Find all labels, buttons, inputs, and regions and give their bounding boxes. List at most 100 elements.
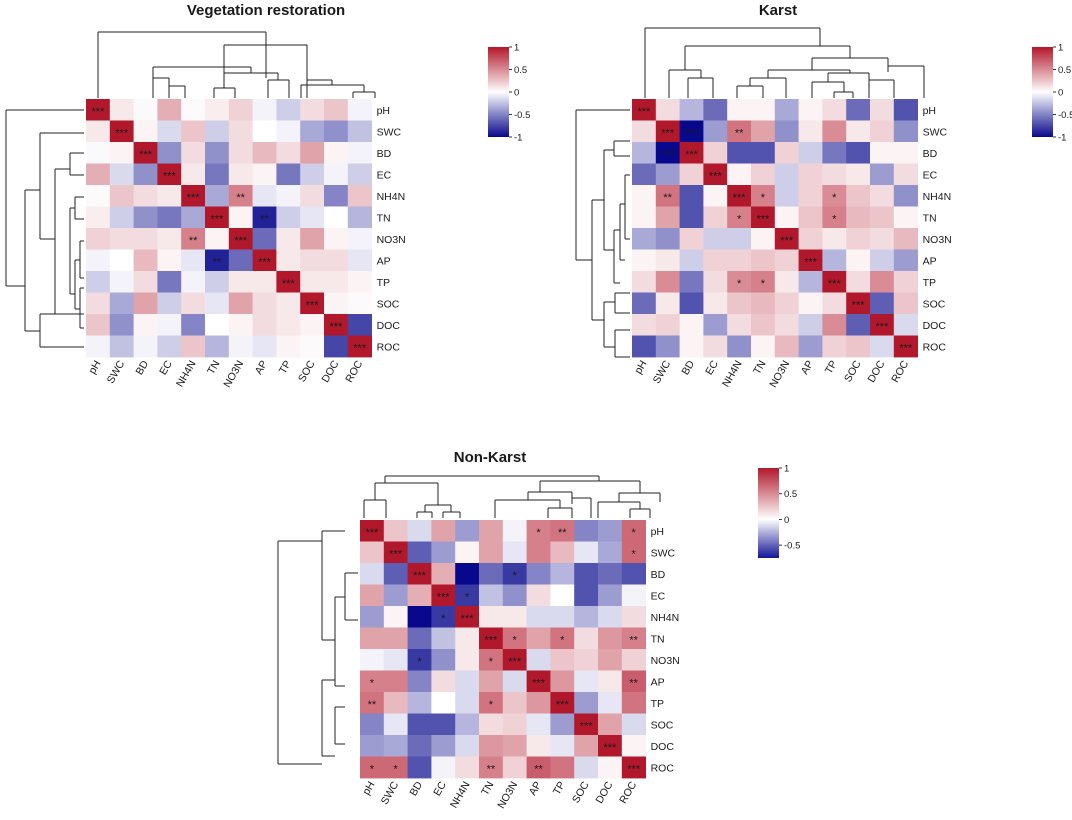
- heatmap-cell: [181, 292, 206, 315]
- heatmap-cell: [632, 142, 657, 164]
- heatmap-cell: [727, 206, 752, 229]
- significance-mark: *: [632, 527, 637, 539]
- heatmap-cell: [109, 99, 134, 121]
- column-label: SOC: [296, 358, 318, 384]
- heatmap-cell: [324, 163, 349, 186]
- heatmap-cell: [276, 335, 301, 358]
- heatmap-cell: [383, 606, 408, 628]
- heatmap-cell: [407, 541, 432, 564]
- heatmap-cell: [86, 292, 111, 315]
- heatmap-cell: [347, 249, 372, 272]
- heatmap-cell: [252, 335, 277, 358]
- heatmap-cell: [655, 142, 680, 164]
- heatmap-cell: [727, 163, 752, 186]
- heatmap-cell: [205, 314, 230, 336]
- heatmap-cell: [407, 520, 432, 542]
- heatmap-cell: [228, 228, 253, 250]
- heatmap-cell: [550, 541, 575, 564]
- heatmap-cell: [407, 627, 432, 650]
- significance-mark: ***: [756, 213, 770, 225]
- row-label: EC: [377, 169, 392, 181]
- heatmap-cell: [455, 670, 480, 693]
- heatmap-cell: [276, 120, 301, 143]
- column-label: TN: [751, 359, 768, 377]
- heatmap-cell: [431, 756, 456, 779]
- significance-mark: *: [489, 656, 494, 668]
- heatmap-cell: [252, 142, 277, 164]
- heatmap-cell: [846, 185, 871, 207]
- heatmap-cell: [703, 142, 728, 164]
- heatmap-cell: [679, 99, 704, 121]
- column-label: EC: [431, 779, 449, 798]
- heatmap-cell: [252, 314, 277, 336]
- significance-mark: ***: [91, 106, 105, 118]
- heatmap-cell: [228, 99, 253, 121]
- heatmap-cell: [574, 713, 599, 736]
- heatmap-cell: [502, 520, 527, 542]
- heatmap-cell: [846, 228, 871, 250]
- heatmap-cell: [455, 584, 480, 607]
- significance-mark: *: [513, 570, 518, 582]
- heatmap-cell: [870, 292, 895, 315]
- heatmap-cell: [360, 606, 385, 628]
- row-label: AP: [377, 255, 391, 267]
- row-label: NH4N: [651, 612, 680, 624]
- heatmap-cell: [893, 271, 918, 293]
- heatmap-cell: [893, 314, 918, 336]
- significance-mark: **: [735, 127, 744, 139]
- heatmap-cell: [798, 99, 823, 121]
- heatmap-cell: [822, 249, 847, 272]
- significance-mark: ***: [461, 613, 475, 625]
- heatmap-cell: [431, 649, 456, 671]
- heatmap-cell: [574, 606, 599, 628]
- significance-mark: *: [370, 677, 375, 689]
- heatmap-cell: [479, 756, 504, 779]
- legend-tick-label: -0.5: [514, 110, 530, 121]
- heatmap-cell: [679, 314, 704, 336]
- heatmap-cell: [679, 335, 704, 358]
- colorbar: [758, 468, 779, 558]
- heatmap-cell: [109, 185, 134, 207]
- heatmap-cell: [133, 120, 158, 143]
- heatmap-cell: [703, 99, 728, 121]
- heatmap-cell: [751, 271, 776, 293]
- column-label: NO3N: [221, 359, 246, 390]
- heatmap-cell: [751, 335, 776, 358]
- heatmap-cell: [679, 228, 704, 250]
- significance-mark: ***: [580, 720, 594, 732]
- heatmap-cell: [822, 292, 847, 315]
- heatmap-cell: [727, 292, 752, 315]
- heatmap-cell: [276, 185, 301, 207]
- heatmap-cell: [621, 563, 646, 585]
- heatmap-cell: [703, 292, 728, 315]
- heatmap-cell: [774, 163, 799, 186]
- heatmap-cell: [276, 163, 301, 186]
- heatmap-cell: [324, 249, 349, 272]
- row-label: ROC: [377, 341, 401, 353]
- heatmap-cell: [727, 120, 752, 143]
- significance-mark: ***: [282, 278, 296, 290]
- row-label: TP: [651, 698, 664, 710]
- heatmap-cells: [360, 520, 646, 779]
- heatmap-cell: [798, 271, 823, 293]
- heatmap-cell: [383, 520, 408, 542]
- column-label: DOC: [593, 779, 615, 806]
- heatmap-cell: [632, 163, 657, 186]
- heatmap-cell: [86, 185, 111, 207]
- heatmap-cell: [798, 292, 823, 315]
- heatmap-cell: [455, 692, 480, 714]
- significance-mark: ***: [637, 106, 651, 118]
- column-label: BD: [407, 779, 425, 798]
- heatmap-cell: [324, 271, 349, 293]
- heatmap-cell: [252, 163, 277, 186]
- significance-mark: ***: [163, 170, 177, 182]
- heatmap-cell: [893, 335, 918, 358]
- heatmap-cell: [621, 627, 646, 650]
- column-dendrogram: [363, 475, 661, 518]
- heatmap-karst: Karst ****: [575, 2, 1072, 390]
- row-label: TN: [923, 212, 937, 224]
- heatmap-cell: [893, 163, 918, 186]
- heatmap-cell: [407, 584, 432, 607]
- significance-mark: **: [663, 192, 672, 204]
